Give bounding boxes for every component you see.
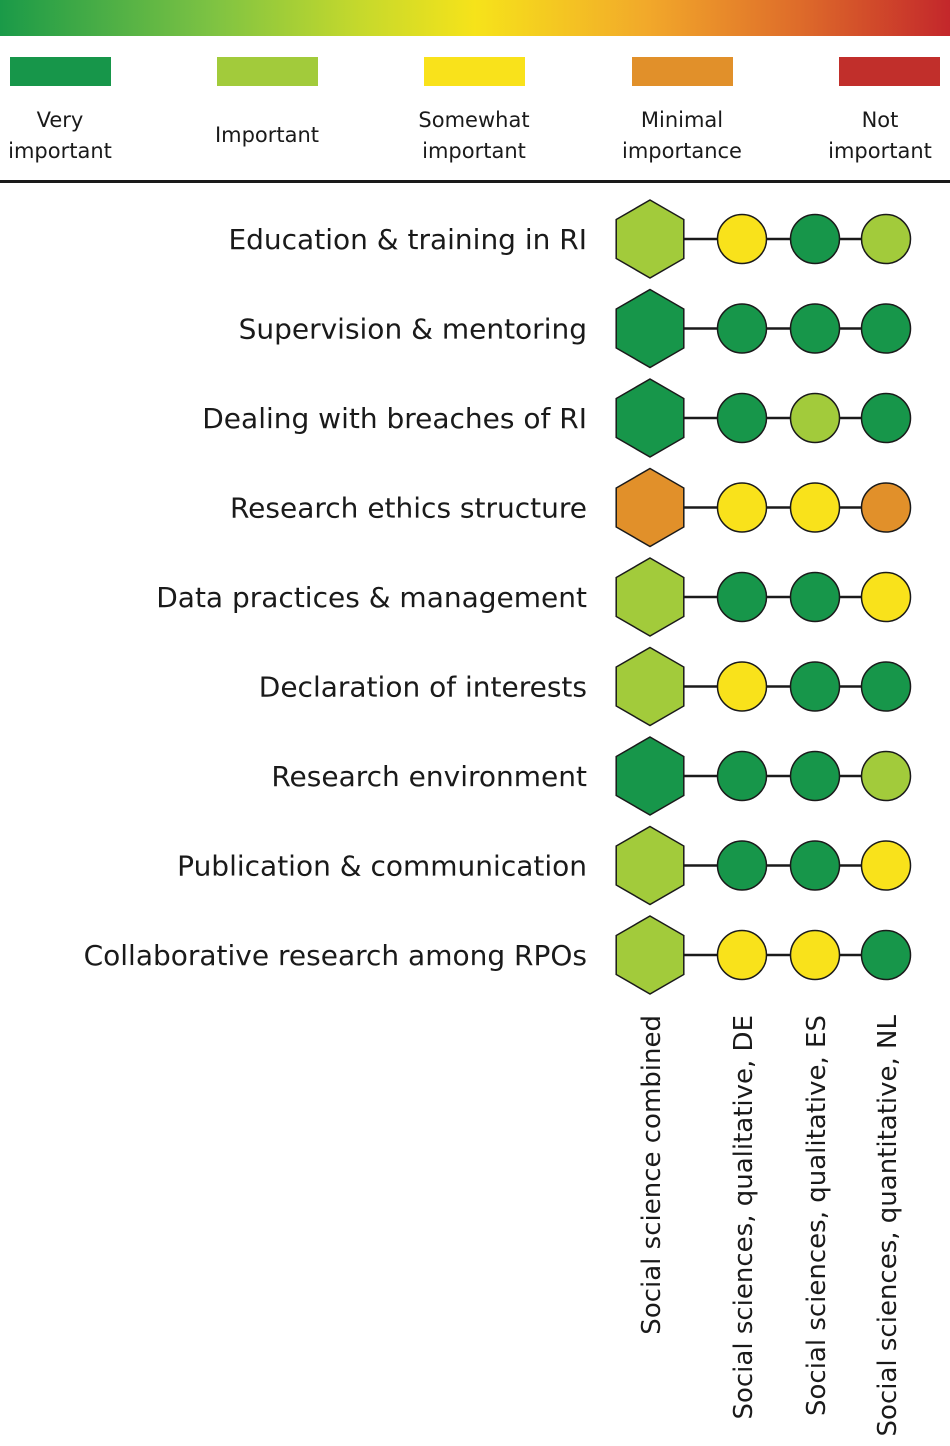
country-rating-circle xyxy=(860,482,912,533)
legend-text-line: Important xyxy=(214,123,320,147)
matrix-row: Dealing with breaches of RI xyxy=(202,378,912,458)
matrix-row: Publication & communication xyxy=(177,825,912,906)
country-rating-circle xyxy=(789,571,841,623)
country-rating-circle xyxy=(860,661,912,712)
column-label: Social sciences, quantitative, NL xyxy=(873,1014,903,1436)
combined-rating-hexagon xyxy=(615,557,685,637)
matrix-row: Supervision & mentoring xyxy=(239,288,912,369)
country-rating-circle xyxy=(789,482,841,533)
legend-label-minimal-importance: Minimal importance xyxy=(612,105,752,167)
combined-rating-hexagon xyxy=(615,199,685,279)
country-rating-circle xyxy=(716,303,768,354)
row-label: Declaration of interests xyxy=(259,671,587,704)
country-rating-circle xyxy=(716,482,768,533)
combined-rating-hexagon xyxy=(615,736,685,816)
combined-rating-hexagon xyxy=(615,288,685,369)
country-rating-circle xyxy=(789,929,841,981)
country-rating-circle xyxy=(860,929,912,981)
column-label: Social sciences, qualitative, ES xyxy=(802,1015,832,1416)
row-label: Research environment xyxy=(271,760,587,793)
country-rating-circle xyxy=(789,392,841,444)
legend-label-somewhat-important: Somewhat important xyxy=(404,105,544,167)
legend-divider xyxy=(0,180,950,183)
country-rating-circle xyxy=(789,661,841,712)
matrix-row: Data practices & management xyxy=(156,557,912,637)
legend-text-line: important xyxy=(8,139,112,163)
legend-swatch-not-important xyxy=(839,57,940,86)
legend-text-line: Somewhat xyxy=(418,108,530,132)
country-rating-circle xyxy=(716,661,768,712)
legend-text-line: important xyxy=(828,139,932,163)
legend-label-important: Important xyxy=(197,120,337,151)
legend-swatch-important xyxy=(217,57,318,86)
country-rating-circle xyxy=(716,840,768,891)
row-label: Education & training in RI xyxy=(228,223,587,256)
legend-text-line: Not xyxy=(861,108,899,132)
country-rating-circle xyxy=(789,213,841,265)
country-rating-circle xyxy=(716,571,768,623)
row-label: Research ethics structure xyxy=(230,492,587,525)
legend-text-line: importance xyxy=(622,139,742,163)
matrix-row: Education & training in RI xyxy=(228,199,912,279)
row-label: Dealing with breaches of RI xyxy=(202,402,587,435)
row-label: Collaborative research among RPOs xyxy=(84,939,587,972)
row-label: Data practices & management xyxy=(156,581,587,614)
country-rating-circle xyxy=(860,840,912,891)
row-label: Supervision & mentoring xyxy=(239,313,587,346)
legend-text-line: Minimal xyxy=(640,108,724,132)
legend-text-line: important xyxy=(422,139,526,163)
legend-text-line: Very xyxy=(36,108,84,132)
row-label: Publication & communication xyxy=(177,850,587,883)
matrix-row: Research ethics structure xyxy=(230,467,912,548)
country-rating-circle xyxy=(789,750,841,802)
column-label: Social sciences, qualitative, DE xyxy=(729,1015,759,1420)
combined-rating-hexagon xyxy=(615,915,685,995)
country-rating-circle xyxy=(716,929,768,981)
combined-rating-hexagon xyxy=(615,467,685,548)
matrix-row: Declaration of interests xyxy=(259,646,912,727)
country-rating-circle xyxy=(789,840,841,891)
column-label: Social science combined xyxy=(637,1015,667,1335)
country-rating-circle xyxy=(716,392,768,444)
country-rating-circle xyxy=(716,213,768,265)
combined-rating-hexagon xyxy=(615,378,685,458)
legend-label-very-important: Very important xyxy=(0,105,130,167)
country-rating-circle xyxy=(716,750,768,802)
importance-gradient-bar xyxy=(0,0,950,36)
country-rating-circle xyxy=(789,303,841,354)
legend-swatch-very-important xyxy=(10,57,111,86)
country-rating-circle xyxy=(860,392,912,444)
combined-rating-hexagon xyxy=(615,825,685,906)
legend-swatch-minimal-importance xyxy=(632,57,733,86)
combined-rating-hexagon xyxy=(615,646,685,727)
country-rating-circle xyxy=(860,750,912,802)
country-rating-circle xyxy=(860,213,912,265)
legend-label-not-important: Not important xyxy=(810,105,950,167)
matrix-row: Research environment xyxy=(271,736,912,816)
legend-swatch-somewhat-important xyxy=(424,57,525,86)
matrix-row: Collaborative research among RPOs xyxy=(84,915,912,995)
country-rating-circle xyxy=(860,303,912,354)
country-rating-circle xyxy=(860,571,912,623)
